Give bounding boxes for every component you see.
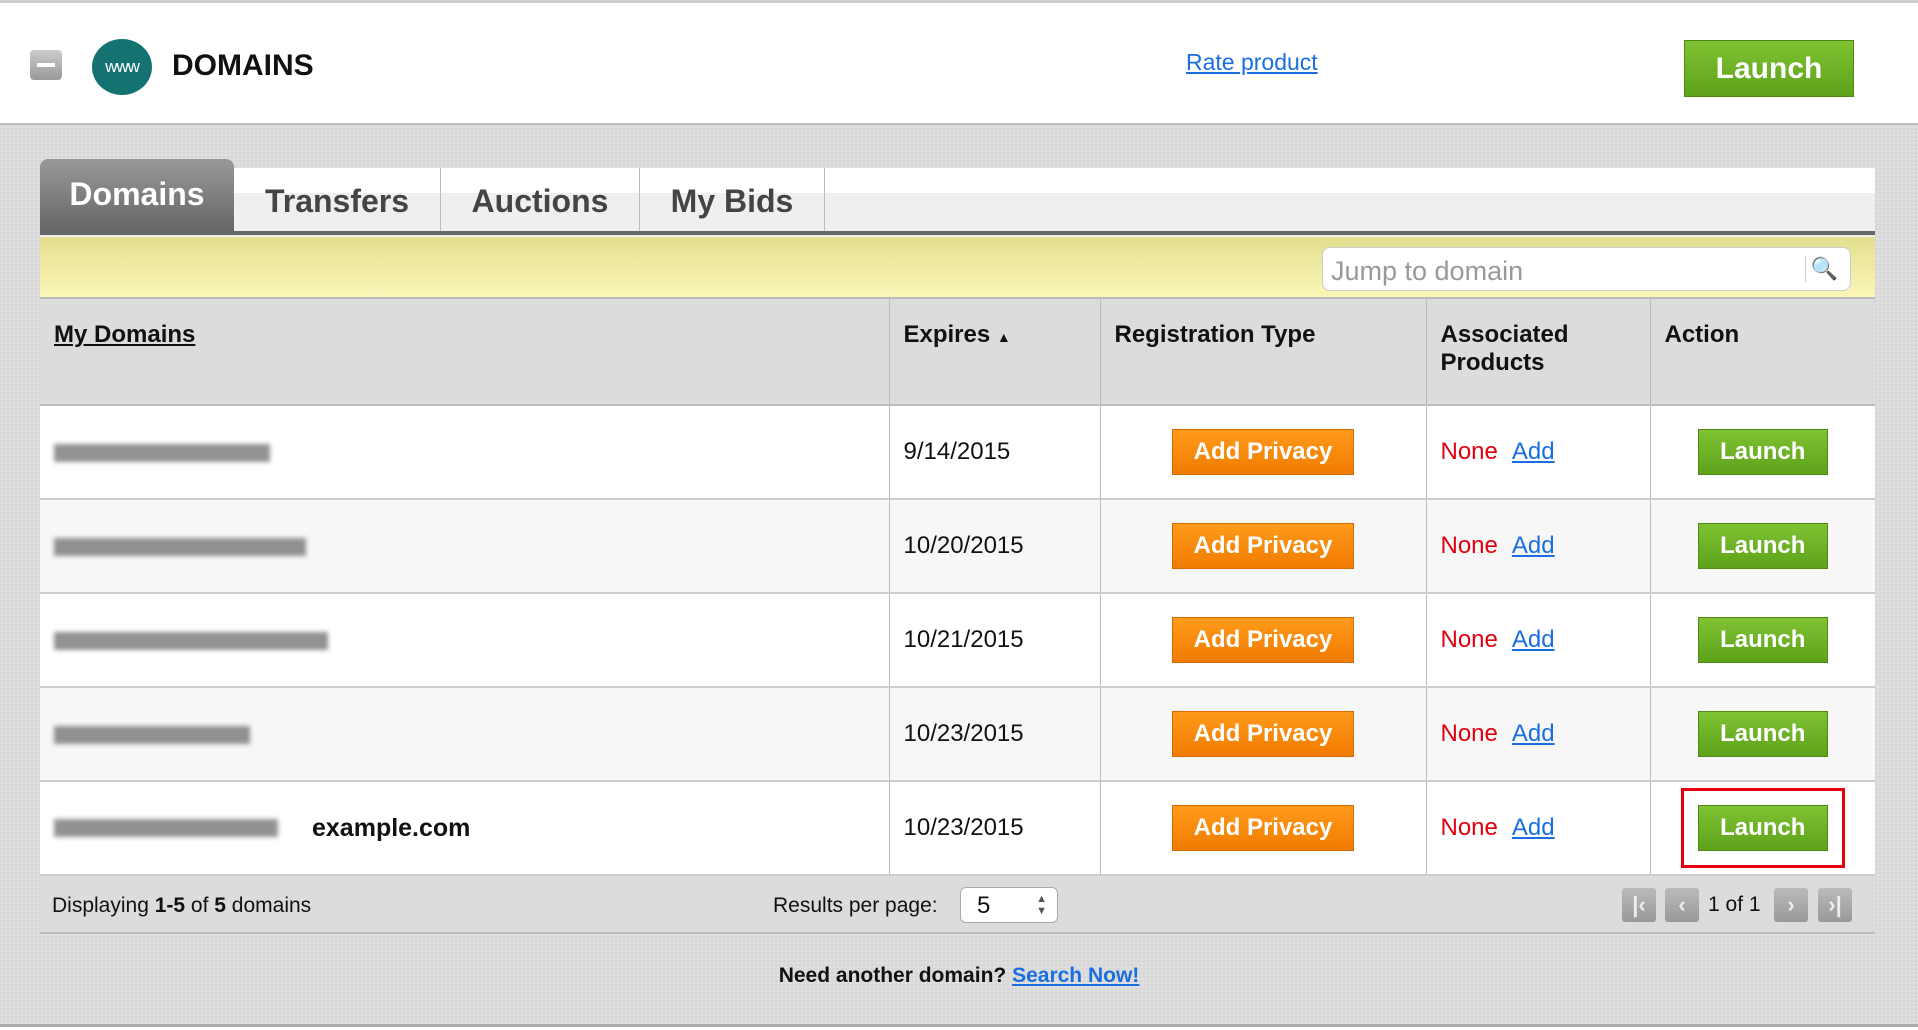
launch-button[interactable]: Launch <box>1697 617 1828 663</box>
collapse-icon[interactable] <box>30 50 62 80</box>
add-privacy-button[interactable]: Add Privacy <box>1172 429 1354 475</box>
add-product-link[interactable]: Add <box>1511 438 1555 465</box>
expires-sort[interactable]: Expires <box>903 321 991 348</box>
add-product-link[interactable]: Add <box>1511 720 1555 747</box>
blurred-domain-name <box>54 819 278 838</box>
example-domain-annotation: example.com <box>312 813 471 842</box>
blurred-domain-name <box>54 631 328 650</box>
search-bar: Jump to domain 🔍 <box>40 235 1875 299</box>
header-launch-button[interactable]: Launch <box>1684 40 1854 97</box>
table-footer: Displaying 1-5 of 5 domains Results per … <box>40 876 1875 934</box>
last-page-icon[interactable]: ›| <box>1818 888 1852 922</box>
expires-cell: 10/23/2015 <box>889 687 1101 782</box>
registration-type-header: Registration Type <box>1100 299 1427 406</box>
displaying-count: Displaying 1-5 of 5 domains <box>52 894 312 917</box>
add-privacy-button[interactable]: Add Privacy <box>1172 617 1354 663</box>
blurred-domain-name <box>54 443 270 462</box>
expires-cell: 10/21/2015 <box>889 593 1101 688</box>
launch-button-highlighted[interactable]: Launch <box>1680 788 1845 868</box>
results-per-page-label: Results per page: <box>773 894 938 917</box>
add-product-link[interactable]: Add <box>1511 626 1555 653</box>
launch-button[interactable]: Launch <box>1697 429 1828 475</box>
table-row: 9/14/2015 Add Privacy None Add Launch <box>40 405 1875 500</box>
tab-bar: Domains Transfers Auctions My Bids <box>40 159 1875 235</box>
next-page-icon[interactable]: › <box>1774 888 1808 922</box>
table-row: 10/20/2015 Add Privacy None Add Launch <box>40 499 1875 594</box>
jump-to-domain-input[interactable]: Jump to domain 🔍 <box>1322 247 1851 291</box>
tab-my-bids[interactable]: My Bids <box>640 168 825 231</box>
blurred-domain-name <box>54 537 306 556</box>
none-label: None <box>1440 438 1498 465</box>
none-label: None <box>1440 814 1498 841</box>
expires-cell: 10/23/2015 <box>889 781 1101 876</box>
app-header: www DOMAINS Rate product Launch <box>0 0 1918 123</box>
page-title: DOMAINS <box>172 49 314 82</box>
table-header: My Domains Expires ▲ Registration Type A… <box>40 299 1875 406</box>
action-header: Action <box>1650 299 1875 406</box>
none-label: None <box>1440 720 1498 747</box>
table-row: 10/23/2015 Add Privacy None Add Launch <box>40 687 1875 782</box>
blurred-domain-name <box>54 725 250 744</box>
content-area: Domains Transfers Auctions My Bids Jump … <box>0 123 1918 1027</box>
search-now-link[interactable]: Search Now! <box>1012 964 1140 987</box>
table-row: 10/21/2015 Add Privacy None Add Launch <box>40 593 1875 688</box>
tab-domains[interactable]: Domains <box>40 159 234 231</box>
table-row: example.com 10/23/2015 Add Privacy None A… <box>40 781 1875 876</box>
add-product-link[interactable]: Add <box>1511 814 1555 841</box>
add-privacy-button[interactable]: Add Privacy <box>1172 523 1354 569</box>
associated-products-header: Associated Products <box>1426 299 1651 406</box>
add-product-link[interactable]: Add <box>1511 532 1555 559</box>
launch-button[interactable]: Launch <box>1697 711 1828 757</box>
domains-table: My Domains Expires ▲ Registration Type A… <box>40 299 1875 876</box>
none-label: None <box>1440 626 1498 653</box>
expires-cell: 9/14/2015 <box>889 405 1101 500</box>
page-indicator: 1 of 1 <box>1708 893 1761 916</box>
add-privacy-button[interactable]: Add Privacy <box>1172 805 1354 851</box>
launch-button[interactable]: Launch <box>1697 523 1828 569</box>
www-logo-icon: www <box>92 39 152 95</box>
domains-panel: Domains Transfers Auctions My Bids Jump … <box>40 159 1875 934</box>
search-icon[interactable]: 🔍 <box>1810 256 1838 281</box>
sort-ascending-icon: ▲ <box>996 329 1011 345</box>
expires-cell: 10/20/2015 <box>889 499 1101 594</box>
add-privacy-button[interactable]: Add Privacy <box>1172 711 1354 757</box>
search-prompt: Need another domain? Search Now! <box>778 964 1140 987</box>
first-page-icon[interactable]: |‹ <box>1622 888 1656 922</box>
rate-product-link[interactable]: Rate product <box>1186 49 1318 75</box>
none-label: None <box>1440 532 1498 559</box>
stepper-arrows-icon: ▲ ▼ <box>1036 893 1047 917</box>
results-per-page-select[interactable]: 5 ▲ ▼ <box>960 887 1058 923</box>
my-domains-sort[interactable]: My Domains <box>54 321 196 348</box>
prev-page-icon[interactable]: ‹ <box>1665 888 1699 922</box>
tab-transfers[interactable]: Transfers <box>234 168 441 231</box>
tab-auctions[interactable]: Auctions <box>441 168 640 231</box>
